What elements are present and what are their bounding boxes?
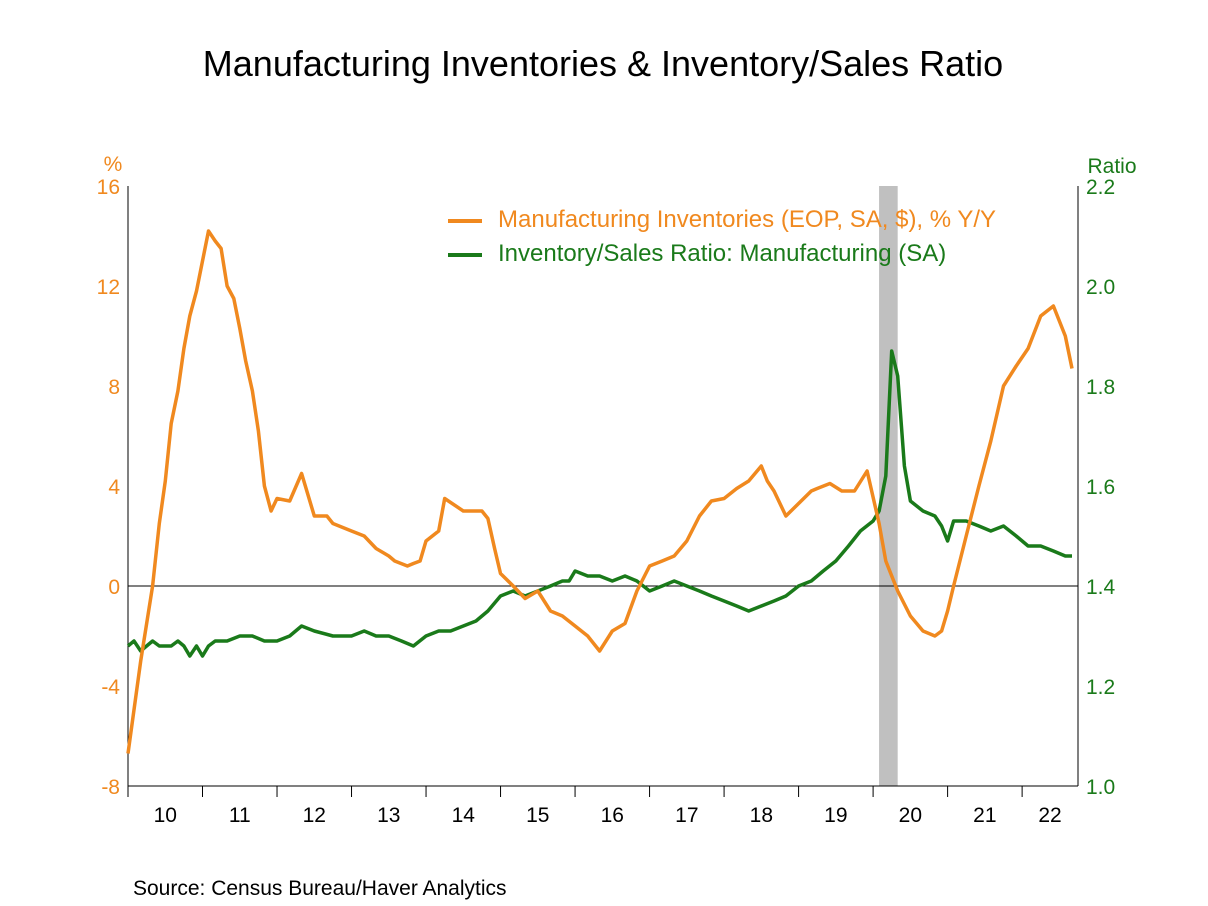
x-tick-label: 17: [675, 804, 698, 827]
right-tick-label: 2.2: [1086, 176, 1115, 199]
recession-shading: [879, 186, 898, 786]
left-tick-label: 8: [108, 376, 120, 399]
right-axis-unit: Ratio: [1087, 155, 1136, 178]
x-tick-label: 22: [1038, 804, 1061, 827]
x-tick-label: 13: [377, 804, 400, 827]
left-axis-ticks: 16 12 8 4 0 -4 -8: [97, 176, 121, 799]
left-axis-unit: %: [104, 153, 123, 176]
left-tick-label: -8: [101, 776, 120, 799]
x-tick-label: 21: [973, 804, 996, 827]
right-tick-label: 1.4: [1086, 576, 1116, 599]
source-note: Source: Census Bureau/Haver Analytics: [133, 877, 507, 900]
right-axis-ticks: 2.2 2.0 1.8 1.6 1.4 1.2 1.0: [1086, 176, 1116, 799]
x-tick-label: 12: [303, 804, 326, 827]
right-tick-label: 1.6: [1086, 476, 1115, 499]
x-tick-label: 14: [452, 804, 476, 827]
right-tick-label: 2.0: [1086, 276, 1115, 299]
left-tick-label: 4: [108, 476, 120, 499]
legend-label-inventory-sales-ratio: Inventory/Sales Ratio: Manufacturing (SA…: [498, 240, 946, 267]
chart-title: Manufacturing Inventories & Inventory/Sa…: [203, 43, 1003, 84]
x-tick-label: 16: [601, 804, 624, 827]
x-tick-label: 18: [750, 804, 773, 827]
x-tick-label: 20: [899, 804, 922, 827]
series-line-inventory-sales-ratio: [126, 349, 1072, 658]
left-tick-label: 0: [108, 576, 120, 599]
right-tick-label: 1.2: [1086, 676, 1115, 699]
x-tick-label: 10: [154, 804, 177, 827]
x-tick-label: 15: [526, 804, 549, 827]
right-tick-label: 1.0: [1086, 776, 1115, 799]
left-tick-label: 12: [97, 276, 120, 299]
left-tick-label: 16: [97, 176, 120, 199]
right-tick-label: 1.8: [1086, 376, 1115, 399]
x-axis-ticks: 10 11 12 13 14 15 16 17 18 19 20 21 22: [127, 786, 1062, 827]
legend-label-manufacturing-inventories: Manufacturing Inventories (EOP, SA, $), …: [498, 206, 996, 233]
x-tick-label: 11: [229, 804, 251, 827]
left-tick-label: -4: [101, 676, 120, 699]
x-tick-label: 19: [824, 804, 847, 827]
series-line-manufacturing-inventories: [126, 229, 1074, 754]
